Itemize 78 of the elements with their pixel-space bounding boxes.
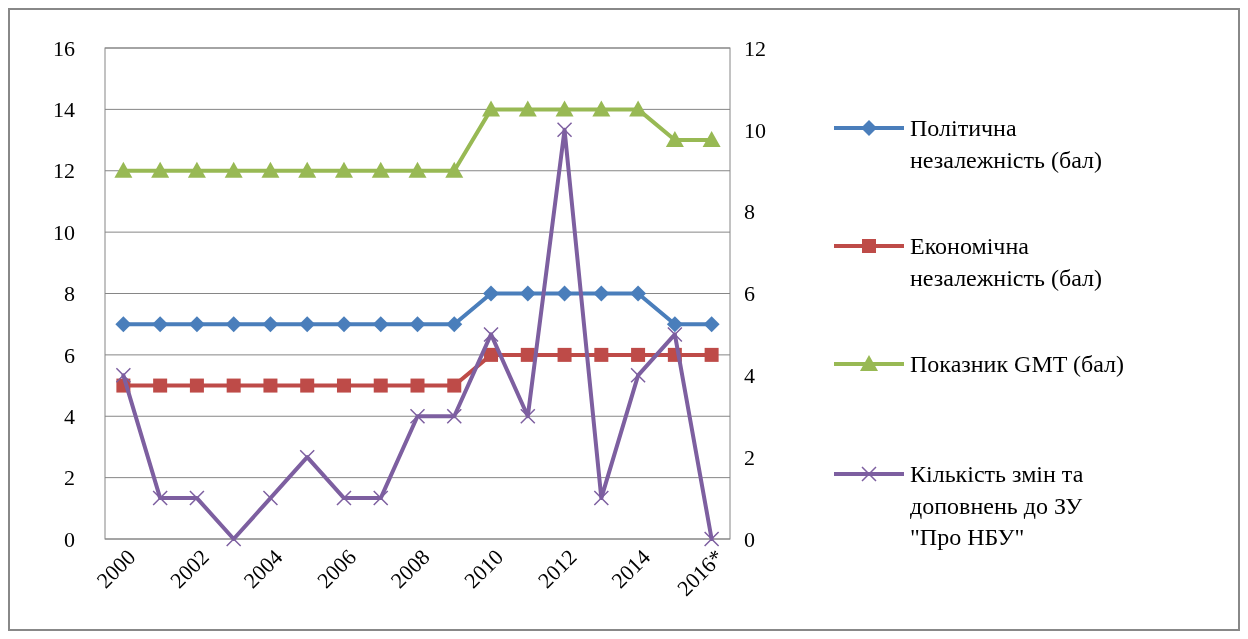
- point: [298, 161, 317, 178]
- point: [445, 161, 464, 178]
- point: [556, 122, 573, 138]
- point: [152, 490, 168, 506]
- point: [115, 316, 132, 333]
- point: [334, 161, 353, 178]
- point: [335, 316, 352, 333]
- y-tick-label: 4: [64, 403, 75, 429]
- point: [630, 367, 646, 384]
- y-tick-label: 6: [64, 342, 75, 368]
- legend-label: Показник GMT (бал): [910, 351, 1125, 378]
- point: [410, 378, 425, 393]
- point: [187, 161, 206, 178]
- point: [263, 378, 278, 393]
- point: [703, 316, 720, 333]
- point: [447, 378, 462, 393]
- point: [115, 367, 132, 384]
- point: [555, 100, 574, 117]
- y2-tick-label: 10: [744, 117, 766, 143]
- point: [593, 490, 610, 506]
- point: [371, 161, 390, 178]
- legend-label: Політична незалежність (бал): [910, 115, 1102, 173]
- point: [593, 285, 610, 302]
- y2-tick-label: 4: [744, 363, 755, 389]
- point: [408, 161, 427, 178]
- point: [665, 131, 684, 148]
- point: [667, 326, 683, 343]
- point: [409, 316, 426, 333]
- y-tick-label: 16: [53, 35, 75, 61]
- point: [703, 531, 720, 547]
- point: [520, 408, 536, 424]
- point: [446, 316, 463, 333]
- y-tick-label: 0: [64, 526, 75, 552]
- point: [630, 285, 647, 302]
- point: [189, 378, 204, 393]
- y2-tick-label: 6: [744, 281, 755, 307]
- y2-tick-label: 12: [744, 35, 766, 61]
- point: [631, 347, 646, 362]
- y2-tick-label: 0: [744, 526, 755, 552]
- point: [188, 316, 205, 333]
- point: [114, 161, 133, 178]
- point: [262, 316, 279, 333]
- point: [592, 100, 611, 117]
- point: [300, 378, 315, 393]
- point: [372, 316, 389, 333]
- point: [519, 285, 536, 302]
- y-tick-label: 12: [53, 158, 75, 184]
- point: [225, 316, 242, 333]
- point: [557, 347, 572, 362]
- point: [556, 285, 573, 302]
- point: [482, 100, 501, 117]
- legend-label: Економічна незалежність (бал): [910, 233, 1102, 291]
- point: [153, 378, 168, 393]
- point: [446, 408, 463, 424]
- point: [666, 316, 683, 333]
- y-tick-label: 2: [64, 465, 75, 491]
- point: [372, 490, 389, 506]
- point: [702, 131, 721, 148]
- point: [152, 316, 169, 333]
- point: [483, 285, 500, 302]
- y-tick-label: 10: [53, 219, 75, 245]
- point: [151, 161, 170, 178]
- point: [704, 347, 719, 362]
- point: [299, 316, 316, 333]
- point: [226, 378, 241, 393]
- point: [594, 347, 609, 362]
- point: [518, 100, 537, 117]
- point: [373, 378, 388, 393]
- legend-label: Кількість змін та доповнень до ЗУ "Про НБУ": [910, 461, 1084, 550]
- y-tick-label: 14: [53, 97, 75, 123]
- y2-tick-label: 8: [744, 199, 755, 225]
- point: [224, 161, 243, 178]
- y2-tick-label: 2: [744, 444, 755, 470]
- y-tick-label: 8: [64, 281, 75, 307]
- point: [261, 161, 280, 178]
- point: [483, 326, 499, 343]
- point: [409, 408, 426, 424]
- point: [336, 378, 351, 393]
